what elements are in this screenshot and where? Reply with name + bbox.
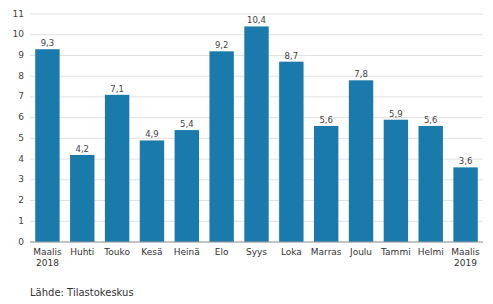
y-tick-label: 0 — [18, 237, 24, 247]
x-axis-line — [30, 242, 483, 243]
bars — [35, 26, 478, 242]
x-tick-label: Helmi — [418, 247, 444, 257]
y-tick-label: 11 — [13, 9, 24, 19]
x-tick-label: Loka — [281, 247, 302, 257]
bar — [175, 130, 199, 242]
y-tick-label: 4 — [18, 154, 24, 164]
y-tick-label: 3 — [18, 174, 24, 184]
grid-line — [30, 14, 483, 15]
y-tick-label: 9 — [18, 50, 24, 60]
chart-container: 0 1 2 3 4 5 6 7 8 9 10 11 9,3 4,2 7,1 4,9 5,4 9,2 10,4 8,7 5… — [0, 0, 493, 304]
data-label: 5,4 — [180, 119, 194, 129]
bar — [70, 155, 94, 242]
data-label: 7,1 — [110, 84, 124, 94]
x-tick-label: Marras — [311, 247, 342, 257]
data-label: 5,9 — [389, 109, 403, 119]
x-tick-label: Elo — [215, 247, 229, 257]
grid — [30, 14, 483, 242]
y-tick-label: 8 — [18, 71, 24, 81]
y-tick-label: 6 — [18, 112, 24, 122]
grid-line — [30, 242, 483, 243]
y-tick-label: 2 — [18, 195, 24, 205]
y-axis: 0 1 2 3 4 5 6 7 8 9 10 11 — [13, 9, 25, 247]
x-tick-label: Huhti — [70, 247, 94, 257]
bar — [35, 49, 59, 242]
x-tick-label: Maalis2019 — [451, 247, 480, 268]
y-tick-label: 7 — [18, 91, 24, 101]
bar — [279, 62, 303, 242]
bar — [314, 126, 338, 242]
data-label: 3,6 — [459, 156, 473, 166]
data-label: 4,2 — [76, 144, 90, 154]
x-tick-label: Touko — [103, 247, 130, 257]
x-axis: Maalis2018 Huhti Touko Kesä Heinä Elo Syys Loka… — [33, 247, 480, 268]
bar — [140, 140, 164, 242]
data-label: 8,7 — [285, 51, 299, 61]
x-tick-label: Heinä — [174, 247, 200, 257]
bar — [453, 167, 477, 242]
y-tick-label: 5 — [18, 133, 24, 143]
data-labels: 9,3 4,2 7,1 4,9 5,4 9,2 10,4 8,7 5,6 7,8 5,9 5,6 3,6 — [41, 15, 473, 166]
bar — [384, 120, 408, 242]
data-label: 4,9 — [145, 129, 159, 139]
chart: 0 1 2 3 4 5 6 7 8 9 10 11 9,3 4,2 7,1 4,9 5,4 9,2 10,4 8,7 5… — [0, 0, 493, 304]
y-tick-label: 10 — [13, 29, 25, 39]
bar — [105, 95, 129, 242]
x-tick-label: Syys — [246, 247, 267, 257]
bar — [349, 80, 373, 242]
data-label: 10,4 — [247, 15, 266, 25]
data-label: 5,6 — [424, 115, 438, 125]
data-label: 5,6 — [319, 115, 333, 125]
x-tick-label: Tammi — [380, 247, 411, 257]
source-note: Lähde: Tilastokeskus — [30, 287, 134, 298]
y-tick-label: 1 — [18, 216, 24, 226]
data-label: 7,8 — [354, 69, 368, 79]
bar — [209, 51, 233, 242]
x-tick-label: Maalis2018 — [33, 247, 62, 268]
data-label: 9,3 — [41, 38, 55, 48]
bar — [419, 126, 443, 242]
x-tick-label: Joulu — [349, 247, 372, 257]
data-label: 9,2 — [215, 40, 229, 50]
x-tick-label: Kesä — [141, 247, 162, 257]
bar — [244, 26, 268, 242]
